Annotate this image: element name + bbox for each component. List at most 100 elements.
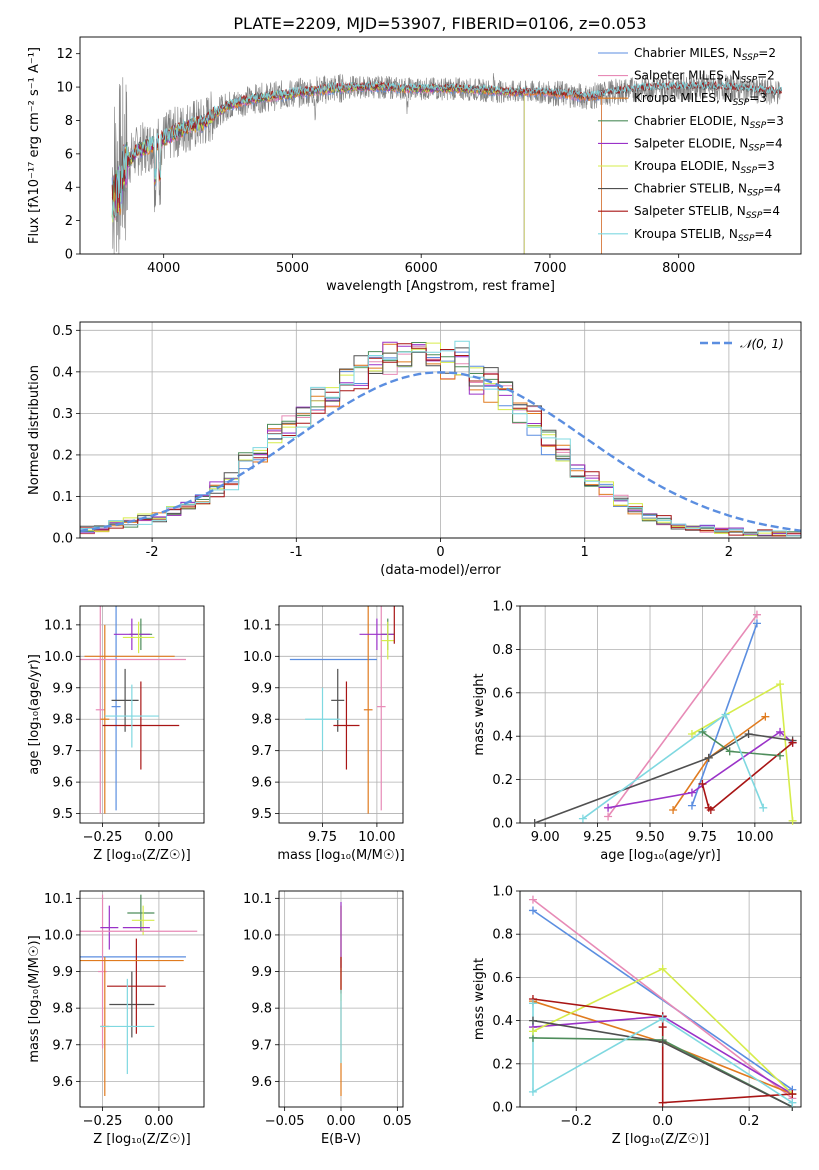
x-tick-label: −0.25	[83, 830, 123, 845]
plot-area	[534, 614, 794, 823]
legend-entry: Chabrier MILES, NSSP=2	[634, 46, 776, 63]
x-axis-label: wavelength [Angstrom, rest frame]	[326, 279, 555, 294]
weight-marker	[761, 712, 770, 721]
plot-area	[111, 73, 783, 254]
panel-ebv-mass: −0.05 0.00 0.05 9.6 9.7 9.8 9.9 10.0 10.1 E(B-V)	[243, 890, 412, 1147]
y-tick-label: 0.6	[492, 971, 513, 986]
weight-marker	[776, 727, 785, 736]
weight-line	[582, 713, 765, 820]
legend-entry: Kroupa ELODIE, NSSP=3	[634, 159, 775, 176]
weight-marker	[788, 816, 797, 825]
weight-marker	[658, 964, 667, 973]
weight-marker	[528, 1027, 537, 1036]
weight-marker	[776, 680, 785, 689]
y-tick-label: 9.8	[52, 713, 73, 728]
weight-marker	[658, 1023, 667, 1032]
x-tick-label: 9.00	[531, 830, 560, 845]
y-tick-label: 9.7	[52, 744, 73, 759]
y-tick-label: 0.8	[492, 643, 513, 658]
legend-entry: Chabrier STELIB, NSSP=4	[634, 182, 781, 199]
weight-marker	[528, 1016, 537, 1025]
y-tick-label: 10	[56, 81, 73, 96]
normal-curve	[80, 371, 801, 532]
model-line	[111, 83, 525, 254]
weight-marker	[721, 710, 730, 719]
y-tick-label: 9.6	[52, 776, 73, 791]
legend-entry: 𝒩(0, 1)	[740, 337, 784, 351]
weight-marker	[759, 803, 768, 812]
y-tick-label: 0.1	[52, 490, 73, 505]
y-tick-label: 0.3	[52, 407, 73, 422]
weight-marker	[528, 906, 537, 915]
model-line	[111, 83, 602, 254]
weight-marker	[752, 619, 761, 628]
axes-frame	[79, 321, 802, 539]
y-tick-label: 12	[56, 47, 73, 62]
weight-line	[532, 1003, 793, 1104]
plot-area	[289, 606, 395, 814]
weight-marker	[725, 747, 734, 756]
x-axis-label: mass [log₁₀(M/M☉)]	[277, 848, 404, 863]
weight-line	[534, 733, 793, 823]
weight-marker	[658, 1098, 667, 1107]
y-tick-label: 10.1	[44, 618, 73, 633]
x-axis-label: (data-model)/error	[380, 563, 501, 578]
x-tick-label: 0.00	[144, 830, 173, 845]
weight-line	[701, 742, 794, 812]
y-axis-label: Flux [fλ10⁻¹⁷ erg cm⁻² s⁻¹ A⁻¹]	[27, 47, 42, 244]
y-tick-label: 10.0	[243, 928, 272, 943]
y-tick-label: 1.0	[492, 885, 513, 900]
x-tick-label: 9.75	[688, 830, 717, 845]
y-tick-label: 10.0	[44, 928, 73, 943]
model-line	[111, 84, 602, 254]
y-tick-label: 0.2	[492, 1057, 513, 1072]
x-tick-label: 0.05	[383, 1114, 412, 1129]
x-tick-label: 9.75	[308, 830, 337, 845]
weight-marker	[528, 895, 537, 904]
x-tick-label: 6000	[405, 261, 438, 276]
x-tick-label: 9.50	[636, 830, 665, 845]
y-axis-label: Normed distribution	[27, 365, 42, 495]
model-line	[111, 85, 602, 254]
y-tick-label: 9.7	[251, 1038, 272, 1053]
x-tick-label: 2	[725, 545, 733, 560]
x-axis-label: E(B-V)	[321, 1132, 361, 1147]
y-tick-label: 6	[65, 147, 73, 162]
grid	[80, 891, 204, 1107]
grid	[279, 606, 403, 823]
figure-title: PLATE=2209, MJD=53907, FIBERID=0106, z=0…	[233, 14, 646, 33]
x-tick-label: 0.00	[327, 1114, 356, 1129]
y-tick-label: 9.6	[251, 1075, 272, 1090]
y-tick-label: 9.9	[251, 965, 272, 980]
histogram-chabrier-stelib	[80, 347, 801, 538]
y-tick-label: 9.6	[251, 776, 272, 791]
y-axis-label: mass weight	[472, 673, 487, 755]
histogram-kroupa-stelib	[80, 340, 801, 538]
weight-marker	[687, 788, 696, 797]
y-tick-label: 9.9	[251, 681, 272, 696]
x-tick-label: 0.00	[144, 1114, 173, 1129]
panel-weight-z: −0.2 0.0 0.2 0.0 0.2 0.4 0.6 0.8 1.0 Z [log₁₀(Z/Z…	[472, 885, 802, 1147]
y-axis-label: mass [log₁₀(M/M☉)]	[27, 935, 42, 1062]
y-tick-label: 0.0	[52, 532, 73, 547]
y-tick-label: 10.1	[44, 892, 73, 907]
y-tick-label: 0.6	[492, 686, 513, 701]
weight-marker	[604, 812, 613, 821]
model-line	[111, 80, 783, 220]
legend-entry: Chabrier ELODIE, NSSP=3	[634, 114, 784, 131]
panel-mass-age: 9.75 10.00 9.5 9.6 9.7 9.8 9.9 10.0 10.1 mass [lo…	[243, 605, 405, 863]
y-tick-label: 8	[65, 114, 73, 129]
y-tick-label: 4	[65, 181, 73, 196]
weight-marker	[788, 1090, 797, 1099]
plot-area	[80, 894, 198, 1097]
weight-marker	[658, 1014, 667, 1023]
x-tick-label: -1	[290, 545, 303, 560]
x-tick-label: −0.2	[560, 1114, 592, 1129]
y-tick-label: 0.2	[492, 773, 513, 788]
x-tick-label: 0	[436, 545, 444, 560]
y-tick-label: 9.5	[251, 807, 272, 822]
y-tick-label: 0.4	[492, 1014, 513, 1029]
x-tick-label: 9.25	[583, 830, 612, 845]
weight-line	[532, 909, 793, 1091]
weight-marker	[706, 805, 715, 814]
